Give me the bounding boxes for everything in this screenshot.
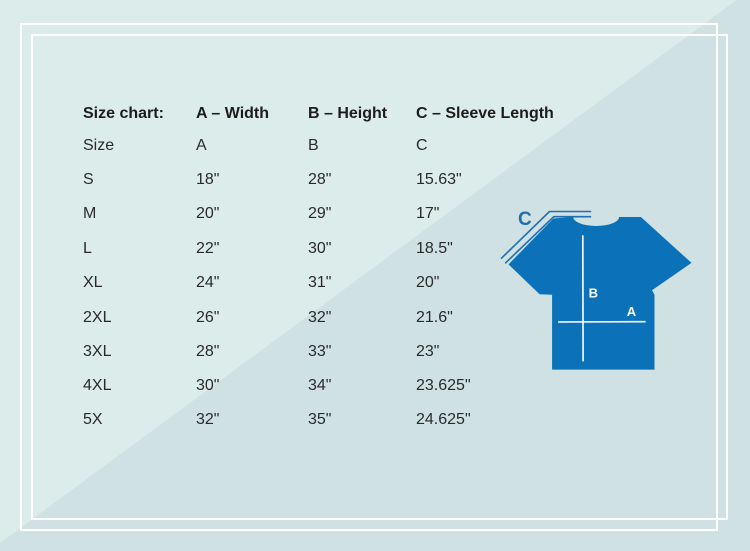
- svg-text:C: C: [518, 209, 532, 230]
- svg-text:A: A: [627, 304, 637, 319]
- svg-text:B: B: [589, 286, 598, 301]
